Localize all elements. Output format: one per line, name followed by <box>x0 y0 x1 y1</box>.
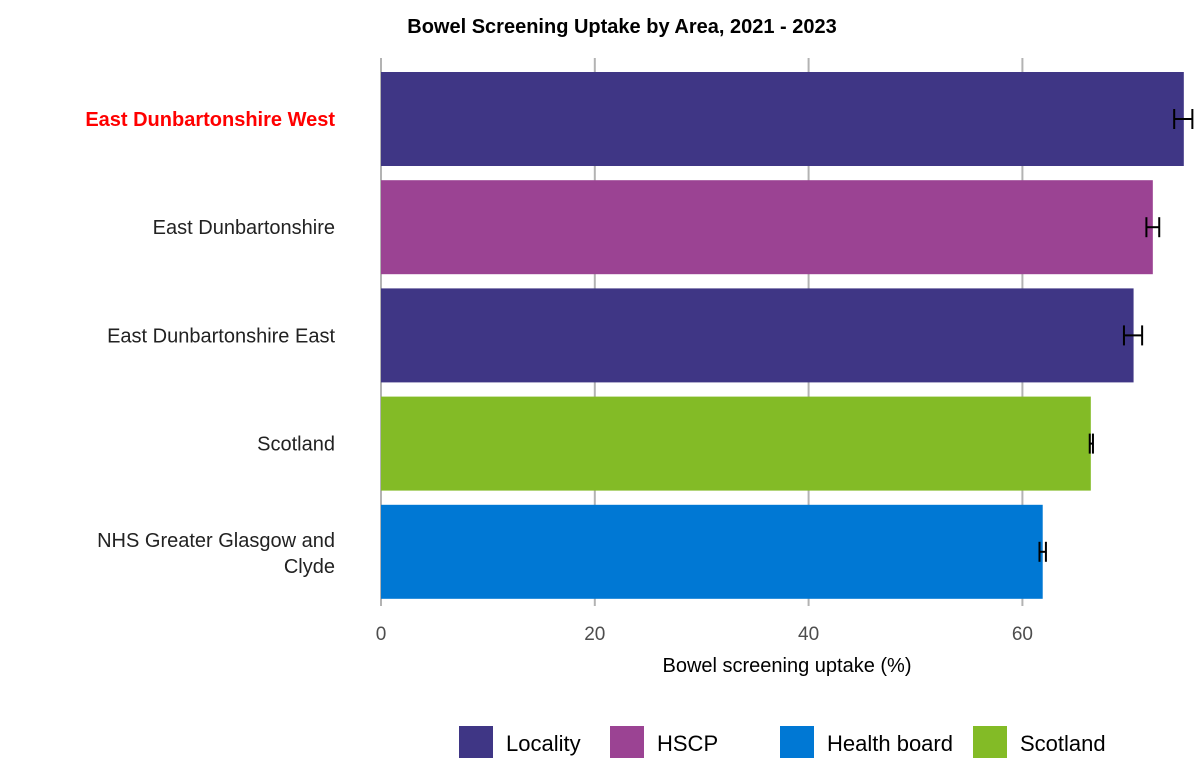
legend: Locality HSCP Health board Scotland <box>459 726 1106 758</box>
legend-label: Scotland <box>1020 731 1106 756</box>
bar <box>381 72 1184 166</box>
chart-title: Bowel Screening Uptake by Area, 2021 - 2… <box>407 16 836 38</box>
bar <box>381 180 1153 275</box>
category-label: East Dunbartonshire <box>153 217 335 239</box>
error-bar <box>1173 109 1194 129</box>
legend-swatch <box>459 726 493 758</box>
category-labels: East Dunbartonshire West East Dunbartonsh… <box>85 109 335 578</box>
category-label: East Dunbartonshire West <box>85 109 335 131</box>
bar <box>381 396 1091 491</box>
error-bar <box>1088 433 1094 454</box>
error-bar <box>1122 325 1144 346</box>
legend-item: Locality <box>459 726 581 758</box>
bars <box>381 72 1184 599</box>
legend-swatch <box>780 726 814 758</box>
category-label: NHS Greater Glasgow and <box>97 530 335 552</box>
category-label: East Dunbartonshire East <box>107 325 335 347</box>
category-label: Clyde <box>284 556 335 578</box>
x-tick-label: 20 <box>584 624 605 645</box>
legend-swatch <box>610 726 644 758</box>
error-bars <box>1038 109 1194 562</box>
error-bar <box>1145 217 1161 238</box>
legend-item: HSCP <box>610 726 718 758</box>
x-tick-label: 0 <box>376 624 387 645</box>
bar <box>381 504 1043 599</box>
legend-swatch <box>973 726 1007 758</box>
legend-item: Health board <box>780 726 953 758</box>
legend-label: Health board <box>827 731 953 756</box>
x-axis-title: Bowel screening uptake (%) <box>662 655 911 677</box>
error-bar <box>1038 541 1047 562</box>
x-tick-label: 60 <box>1012 624 1033 645</box>
category-label: Scotland <box>257 434 335 456</box>
legend-item: Scotland <box>973 726 1106 758</box>
x-tick-labels: 0 20 40 60 <box>376 624 1033 645</box>
legend-label: Locality <box>506 731 581 756</box>
x-tick-label: 40 <box>798 624 819 645</box>
legend-label: HSCP <box>657 731 718 756</box>
bar <box>381 288 1134 383</box>
